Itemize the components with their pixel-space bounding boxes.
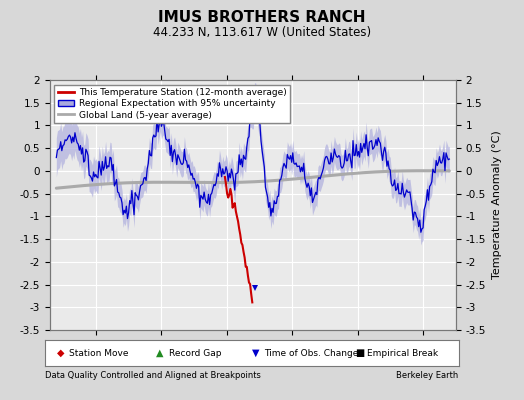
Text: ■: ■	[355, 348, 364, 358]
Legend: This Temperature Station (12-month average), Regional Expectation with 95% uncer: This Temperature Station (12-month avera…	[54, 84, 290, 123]
Text: 1920: 1920	[279, 346, 305, 356]
Text: Berkeley Earth: Berkeley Earth	[396, 371, 458, 380]
Text: Record Gap: Record Gap	[169, 348, 221, 358]
Text: Station Move: Station Move	[69, 348, 129, 358]
Text: Time of Obs. Change: Time of Obs. Change	[264, 348, 358, 358]
Text: ▼: ▼	[252, 348, 259, 358]
Text: Data Quality Controlled and Aligned at Breakpoints: Data Quality Controlled and Aligned at B…	[45, 371, 260, 380]
Text: 1905: 1905	[82, 346, 109, 356]
Y-axis label: Temperature Anomaly (°C): Temperature Anomaly (°C)	[492, 131, 501, 279]
Text: 1925: 1925	[344, 346, 371, 356]
Text: ▲: ▲	[156, 348, 164, 358]
Text: 1915: 1915	[213, 346, 240, 356]
Text: 44.233 N, 113.617 W (United States): 44.233 N, 113.617 W (United States)	[153, 26, 371, 39]
Text: 1930: 1930	[410, 346, 436, 356]
Text: 1910: 1910	[148, 346, 174, 356]
Text: Empirical Break: Empirical Break	[367, 348, 439, 358]
Text: IMUS BROTHERS RANCH: IMUS BROTHERS RANCH	[158, 10, 366, 25]
Text: ◆: ◆	[57, 348, 64, 358]
